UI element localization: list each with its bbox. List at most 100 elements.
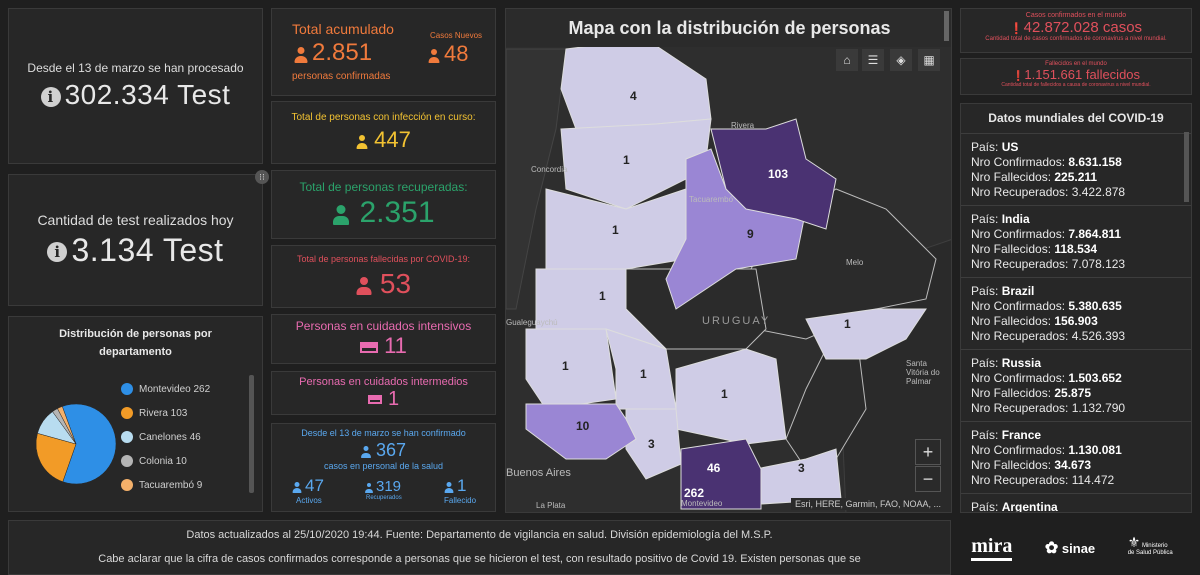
list-scrollbar[interactable] <box>1184 132 1189 202</box>
legend-label: Tacuarembó 9 <box>139 479 203 491</box>
map-place-label: Melo <box>846 258 864 267</box>
basemap-icon[interactable]: ▦ <box>918 49 940 71</box>
footer-note-text: Cabe aclarar que la cifra de casos confi… <box>98 553 861 565</box>
salud-fallecido: 1 Fallecido <box>444 476 477 505</box>
tests-today-panel: Cantidad de test realizados hoy i 3.134 T… <box>8 174 263 306</box>
intermedios-panel: Personas en cuidados intermedios 1 <box>271 371 496 415</box>
legend-item[interactable]: Rivera 103 <box>121 401 210 425</box>
acumulado-sub: personas confirmadas <box>292 71 391 82</box>
pie-slice-montevideo[interactable] <box>61 403 117 485</box>
map-count-label[interactable]: 1 <box>599 289 606 303</box>
zoom-out-button[interactable]: − <box>915 466 941 492</box>
person-icon <box>356 275 372 296</box>
country-item[interactable]: País: France Nro Confirmados: 1.130.081 Nr… <box>961 422 1191 494</box>
info-icon: ❗ <box>1009 23 1024 35</box>
country-field: País: India <box>971 212 1030 226</box>
map-count-label[interactable]: 3 <box>648 437 655 451</box>
map-count-label[interactable]: 1 <box>623 153 630 167</box>
world-confirmed-value: ❗42.872.028 casos <box>1009 19 1143 36</box>
map-attribution[interactable]: Esri, HERE, Garmin, FAO, NOAA, ... <box>790 498 945 510</box>
legend-swatch <box>121 407 133 419</box>
legend-label: Rivera 103 <box>139 407 188 419</box>
pie-slice-tacuarembó[interactable] <box>57 406 77 445</box>
country-item[interactable]: País: India Nro Confirmados: 7.864.811 Nro… <box>961 206 1191 278</box>
legend-item[interactable]: Colonia 10 <box>121 449 210 473</box>
country-field: Nro Fallecidos: 25.875 <box>971 386 1092 400</box>
map-scrollbar[interactable] <box>944 11 949 41</box>
salud-activos: 47 Activos <box>292 476 324 505</box>
footer-update-text: Datos actualizados al 25/10/2020 19:44. … <box>186 529 773 541</box>
en-curso-panel: Total de personas con infección en curso… <box>271 101 496 164</box>
world-list-panel: Datos mundiales del COVID-19 País: US Nro… <box>960 103 1192 513</box>
legend-label: Montevideo 262 <box>139 383 211 395</box>
list-icon[interactable]: ☰ <box>862 49 884 71</box>
world-list-title: Datos mundiales del COVID-19 <box>961 104 1191 134</box>
legend-item[interactable]: Tacuarembó 9 <box>121 473 210 497</box>
map-count-label[interactable]: 1 <box>844 317 851 331</box>
map-count-label[interactable]: 1 <box>562 359 569 373</box>
legend-item[interactable]: Canelones 46 <box>121 425 210 449</box>
person-icon <box>361 445 372 458</box>
country-field: Nro Confirmados: 5.380.635 <box>971 299 1122 313</box>
person-icon <box>364 482 373 493</box>
country-field: Nro Confirmados: 7.864.811 <box>971 227 1122 241</box>
map-count-label[interactable]: 46 <box>707 461 721 475</box>
map-place-label: Rivera <box>731 121 755 130</box>
footer-panel: Datos actualizados al 25/10/2020 19:44. … <box>8 520 951 575</box>
person-icon <box>332 203 349 225</box>
legend-label: Canelones 46 <box>139 431 201 443</box>
legend-swatch <box>121 431 133 443</box>
home-icon[interactable]: ⌂ <box>836 49 858 71</box>
country-field: Nro Confirmados: 1.130.081 <box>971 443 1122 457</box>
country-field: Nro Recuperados: 1.132.790 <box>971 401 1126 415</box>
info-icon: i <box>47 242 68 263</box>
country-item[interactable]: País: ArgentinaNro Confirmados: 1.081.33… <box>961 494 1191 512</box>
map-count-label[interactable]: 10 <box>576 419 590 433</box>
map-count-label[interactable]: 1 <box>612 223 619 237</box>
seal-icon: ⚜ <box>1127 533 1141 550</box>
map-count-label[interactable]: 103 <box>768 167 789 181</box>
legend-item[interactable]: Montevideo 262 <box>121 377 210 401</box>
info-icon: ❗ <box>1011 71 1025 82</box>
map-count-label[interactable]: 4 <box>630 89 637 103</box>
country-field: País: Russia <box>971 356 1042 370</box>
expand-icon[interactable]: ⁝⁝ <box>255 170 269 184</box>
fallecidas-value: 53 <box>356 268 411 300</box>
dept-chart-panel: Distribución de personas por departament… <box>8 316 263 512</box>
legend-label: Colonia 10 <box>139 455 187 467</box>
map-place-label: Concordia <box>531 165 568 174</box>
tests-today-label: Cantidad de test realizados hoy <box>37 211 234 228</box>
legend-swatch <box>121 383 133 395</box>
country-item[interactable]: País: US Nro Confirmados: 8.631.158 Nro Fa… <box>961 134 1191 206</box>
country-list[interactable]: País: US Nro Confirmados: 8.631.158 Nro Fa… <box>961 134 1191 512</box>
map-count-label[interactable]: 9 <box>747 227 754 241</box>
country-item[interactable]: País: Brazil Nro Confirmados: 5.380.635 Nr… <box>961 278 1191 350</box>
pie-slice-rivera[interactable] <box>35 432 77 483</box>
map-count-label[interactable]: 1 <box>640 367 647 381</box>
country-field: Nro Recuperados: 4.526.393 <box>971 329 1126 343</box>
country-field: País: France <box>971 428 1042 442</box>
legend-scrollbar[interactable] <box>249 375 254 493</box>
layers-icon[interactable]: ◈ <box>890 49 912 71</box>
map-count-label[interactable]: 3 <box>798 461 805 475</box>
bed-icon <box>367 394 382 404</box>
map-place-label: La Plata <box>536 501 566 510</box>
tests-today-value: i 3.134 Test <box>47 232 223 269</box>
map-canvas[interactable] <box>506 9 952 513</box>
intensivos-label: Personas en cuidados intensivos <box>295 319 472 333</box>
fallecidas-label: Total de personas fallecidas por COVID-1… <box>296 253 471 264</box>
intermedios-label: Personas en cuidados intermedios <box>299 375 468 388</box>
salud-sub: casos en personal de la salud <box>323 461 444 471</box>
country-field: Nro Fallecidos: 34.673 <box>971 458 1092 472</box>
map-panel[interactable]: Mapa con la distribución de personas ⌂ ☰… <box>505 8 952 513</box>
legend-swatch <box>121 479 133 491</box>
map-count-label[interactable]: 1 <box>721 387 728 401</box>
zoom-in-button[interactable]: + <box>915 439 941 465</box>
map-count-label[interactable]: 262 <box>684 486 705 500</box>
dept-chart-title: Distribución de personas por departament… <box>59 328 212 358</box>
country-field: Nro Fallecidos: 225.211 <box>971 170 1098 184</box>
country-item[interactable]: País: Russia Nro Confirmados: 1.503.652 Nr… <box>961 350 1191 422</box>
map-place-label: Buenos Aires <box>506 467 571 479</box>
country-label: URUGUAY <box>702 315 771 327</box>
person-icon <box>428 47 440 64</box>
